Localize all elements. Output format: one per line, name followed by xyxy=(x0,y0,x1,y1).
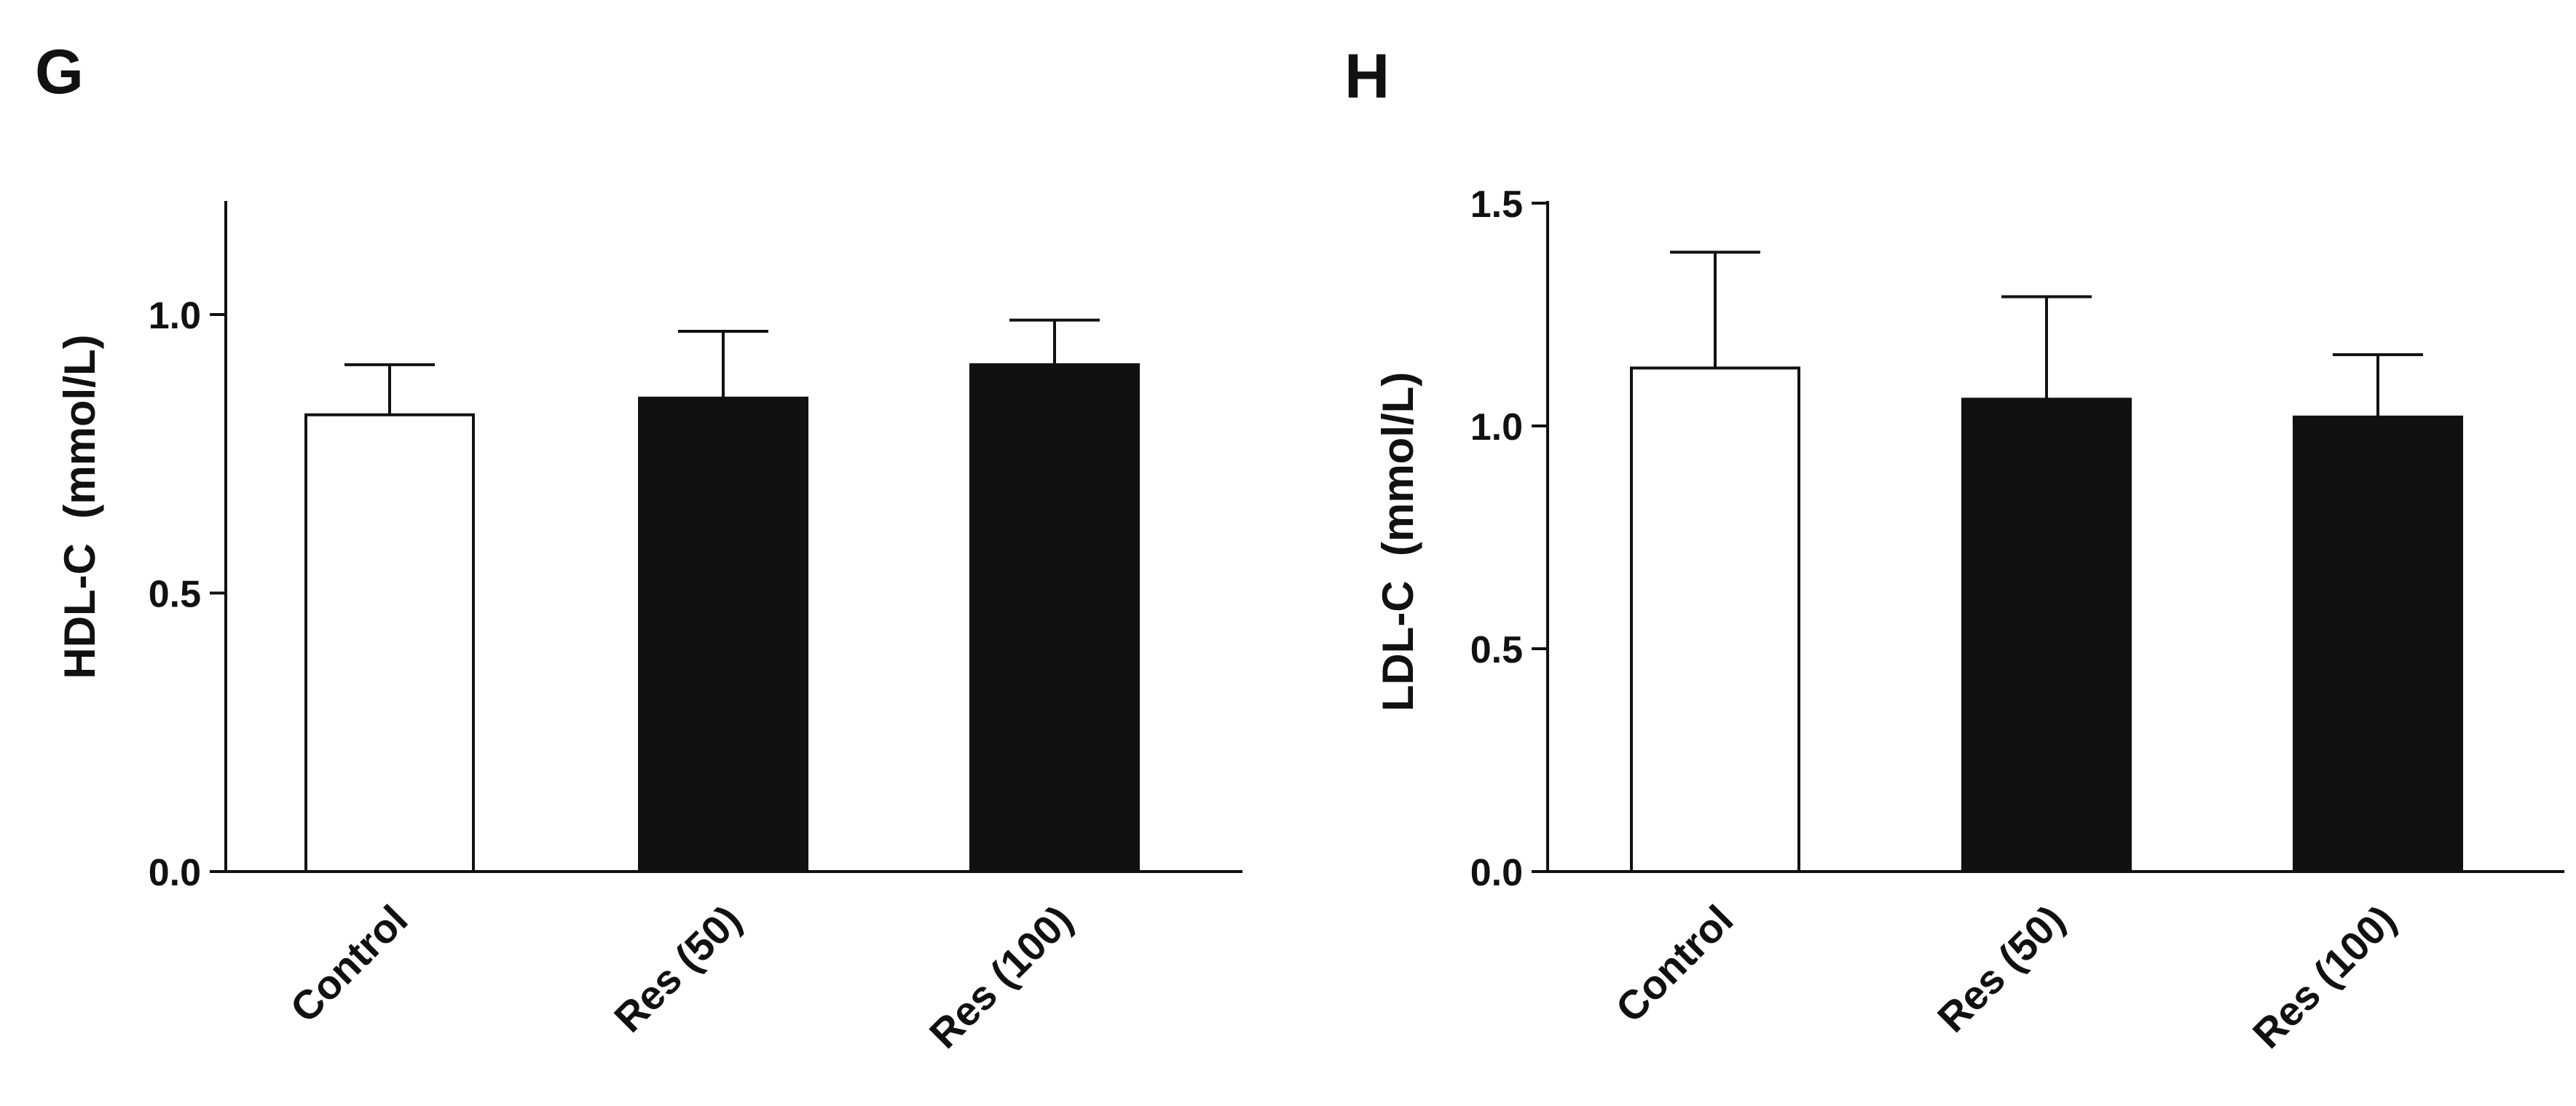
x-label-h-res-50: Res (50) xyxy=(1929,896,2073,1041)
x-label-h-control: Control xyxy=(1607,896,1741,1031)
error-bar-g-res-50 xyxy=(678,329,768,398)
error-bar-g-res-100 xyxy=(1009,318,1100,365)
x-labels-g: Control Res (50) Res (100) xyxy=(281,896,1081,1057)
x-label-h-res-100: Res (100) xyxy=(2244,896,2405,1057)
x-label-g-res-50: Res (50) xyxy=(605,896,750,1041)
y-tick-label-g-2: 1.0 xyxy=(149,295,201,337)
x-label-g-res-100: Res (100) xyxy=(921,896,1082,1057)
y-tick-label-h-2: 1.0 xyxy=(1470,406,1523,449)
x-labels-h: Control Res (50) Res (100) xyxy=(1607,896,2404,1057)
x-label-g-control: Control xyxy=(281,896,416,1031)
y-axis-title-h: LDL-C (mmol/L) xyxy=(1374,372,1422,712)
error-bar-h-res-50 xyxy=(2001,295,2092,400)
bars-g xyxy=(304,318,1140,874)
bar-g-res-100 xyxy=(969,363,1140,874)
y-axis-title-g: HDL-C (mmol/L) xyxy=(55,334,104,679)
error-bar-h-res-100 xyxy=(2333,353,2423,417)
y-tick-label-g-0: 0.0 xyxy=(149,852,201,894)
bars-h xyxy=(1630,250,2463,873)
y-axis-g: 0.0 0.5 1.0 xyxy=(149,201,227,894)
y-tick-label-h-3: 1.5 xyxy=(1470,183,1523,226)
bar-h-res-100 xyxy=(2293,415,2463,873)
bar-h-res-50 xyxy=(1961,398,2132,873)
bar-h-control xyxy=(1630,366,1800,873)
error-bar-h-control xyxy=(1670,250,1760,368)
error-bar-g-control xyxy=(344,363,435,415)
y-tick-label-g-1: 0.5 xyxy=(149,574,201,616)
panel-letter-g: G xyxy=(35,37,84,107)
y-tick-label-h-1: 0.5 xyxy=(1470,629,1523,671)
y-axis-h: 0.0 0.5 1.0 1.5 xyxy=(1470,183,1549,894)
bar-g-res-50 xyxy=(638,396,808,873)
panel-letter-h: H xyxy=(1344,42,1390,111)
y-tick-label-h-0: 0.0 xyxy=(1470,852,1523,894)
chart-panel-h: H LDL-C (mmol/L) 0.0 0.5 1.0 1.5 Control… xyxy=(1344,42,2564,1057)
chart-panel-g: G HDL-C (mmol/L) 0.0 0.5 1.0 Control Res… xyxy=(35,37,1242,1057)
bar-g-control xyxy=(304,413,475,873)
